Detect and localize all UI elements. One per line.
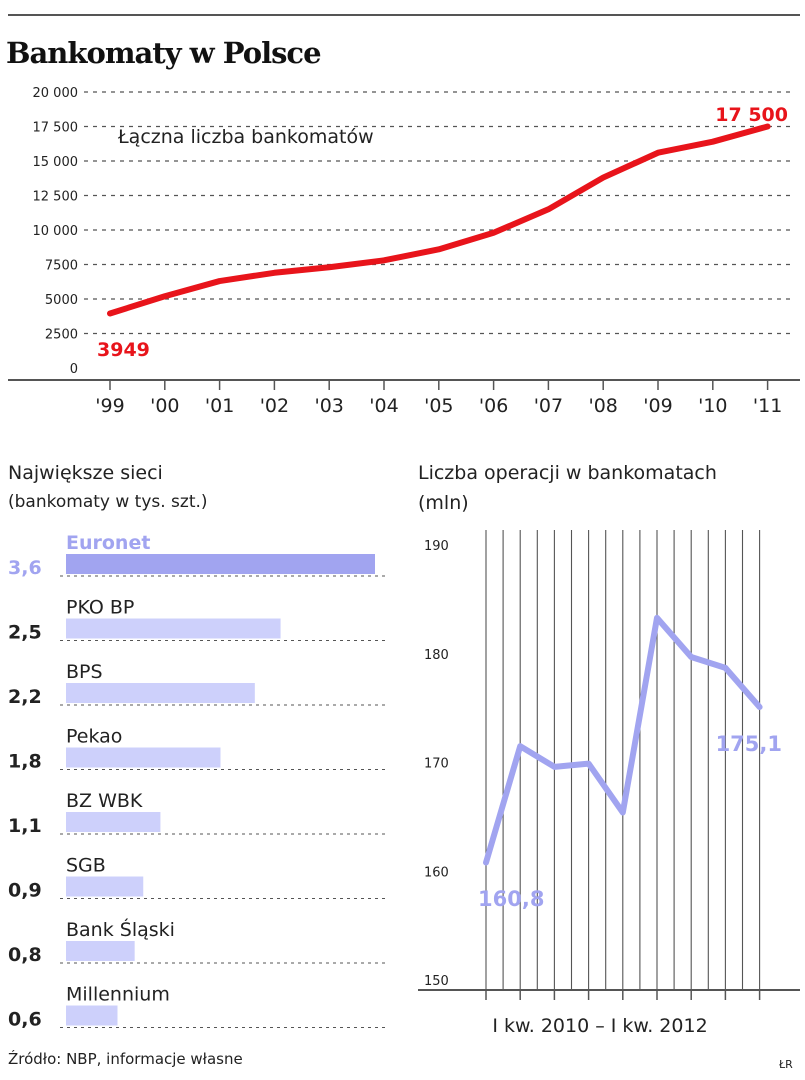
y-tick-label: 160 [424, 865, 449, 880]
source-note: Źródło: NBP, informacje własne [8, 1050, 243, 1068]
bar [66, 1005, 118, 1026]
data-point [163, 294, 167, 298]
x-axis-label: I kw. 2010 – I kw. 2012 [492, 1015, 707, 1037]
bar [66, 876, 144, 897]
x-tick-label: '06 [479, 395, 508, 417]
x-tick-label: '01 [205, 395, 234, 417]
bar [66, 747, 221, 768]
data-point [587, 762, 591, 766]
x-tick-label: '05 [424, 395, 453, 417]
bar [66, 618, 281, 639]
bar-category-label: Euronet [66, 532, 150, 554]
bar-value-label: 2,2 [8, 686, 42, 708]
bar-value-label: 0,9 [8, 880, 42, 902]
x-tick-label: '10 [698, 395, 727, 417]
y-tick-label: 17 500 [33, 121, 79, 136]
data-point [484, 861, 488, 865]
data-point [492, 231, 496, 235]
data-point [655, 616, 659, 620]
data-point [382, 258, 386, 262]
y-tick-label: 2500 [45, 328, 78, 343]
data-point [601, 176, 605, 180]
data-label-last: 175,1 [716, 732, 782, 756]
x-tick-label: '08 [588, 395, 617, 417]
data-point [327, 265, 331, 269]
x-tick-label: '09 [643, 395, 672, 417]
bar-value-label: 0,8 [8, 944, 42, 966]
bar-category-label: Pekao [66, 726, 122, 748]
bar [66, 941, 135, 961]
data-label-first: 160,8 [478, 887, 544, 911]
y-tick-label: 150 [424, 974, 449, 989]
bar [66, 812, 161, 832]
author-initials: ŁR [779, 1058, 793, 1071]
bar-category-label: BPS [66, 661, 103, 683]
bar-value-label: 1,1 [8, 815, 42, 837]
y-tick-label: 20 000 [33, 86, 79, 101]
data-point [723, 666, 727, 670]
x-tick-label: '02 [260, 395, 289, 417]
data-point [711, 140, 715, 144]
y-tick-label: 170 [424, 757, 449, 772]
x-tick-label: '03 [314, 395, 343, 417]
networks-title: Największe sieci [8, 462, 163, 484]
x-tick-label: '04 [369, 395, 398, 417]
bar-category-label: BZ WBK [66, 790, 143, 812]
y-tick-label: 0 [70, 362, 78, 377]
data-point [758, 705, 762, 709]
data-point [656, 151, 660, 155]
data-point [621, 811, 625, 815]
operations-subtitle: (mln) [418, 492, 469, 514]
networks-subtitle: (bankomaty w tys. szt.) [8, 492, 208, 512]
page-title: Bankomaty w Polsce [6, 36, 322, 70]
data-point [437, 247, 441, 251]
total-atm-chart: 20 000 17 500 15 000 12 500 10 000 7500 5000 25… [8, 86, 800, 417]
y-tick-label: 190 [424, 539, 449, 554]
data-label-first: 3949 [97, 339, 150, 361]
bar-category-label: SGB [66, 855, 106, 877]
bar-value-label: 3,6 [8, 557, 42, 579]
bar-category-label: Bank Śląski [66, 917, 175, 941]
bar-value-label: 2,5 [8, 622, 42, 644]
bar-category-label: PKO BP [66, 597, 134, 619]
x-tick-label: '00 [150, 395, 179, 417]
data-point [218, 279, 222, 283]
y-tick-label: 15 000 [33, 155, 79, 170]
y-tick-label: 5000 [45, 293, 78, 308]
bar-value-label: 0,6 [8, 1009, 42, 1031]
chart-annotation: Łączna liczba bankomatów [117, 126, 374, 148]
x-tick-label: '07 [534, 395, 563, 417]
data-point [108, 312, 112, 316]
data-label-last: 17 500 [715, 104, 788, 126]
bar [66, 683, 255, 703]
data-point [546, 207, 550, 211]
bar [66, 554, 375, 574]
top-rule [8, 14, 800, 16]
x-tick-label: '11 [753, 395, 782, 417]
x-tick-label: '99 [95, 395, 124, 417]
operations-title: Liczba operacji w bankomatach [418, 462, 717, 484]
bar-category-label: Millennium [66, 984, 170, 1006]
y-tick-label: 10 000 [33, 224, 79, 239]
y-tick-label: 12 500 [33, 190, 79, 205]
data-point [689, 655, 693, 659]
bar-value-label: 1,8 [8, 751, 42, 773]
y-tick-label: 7500 [45, 259, 78, 274]
data-point [518, 744, 522, 748]
y-tick-label: 180 [424, 648, 449, 663]
data-point [272, 271, 276, 275]
data-point [552, 765, 556, 769]
data-point [766, 125, 770, 128]
